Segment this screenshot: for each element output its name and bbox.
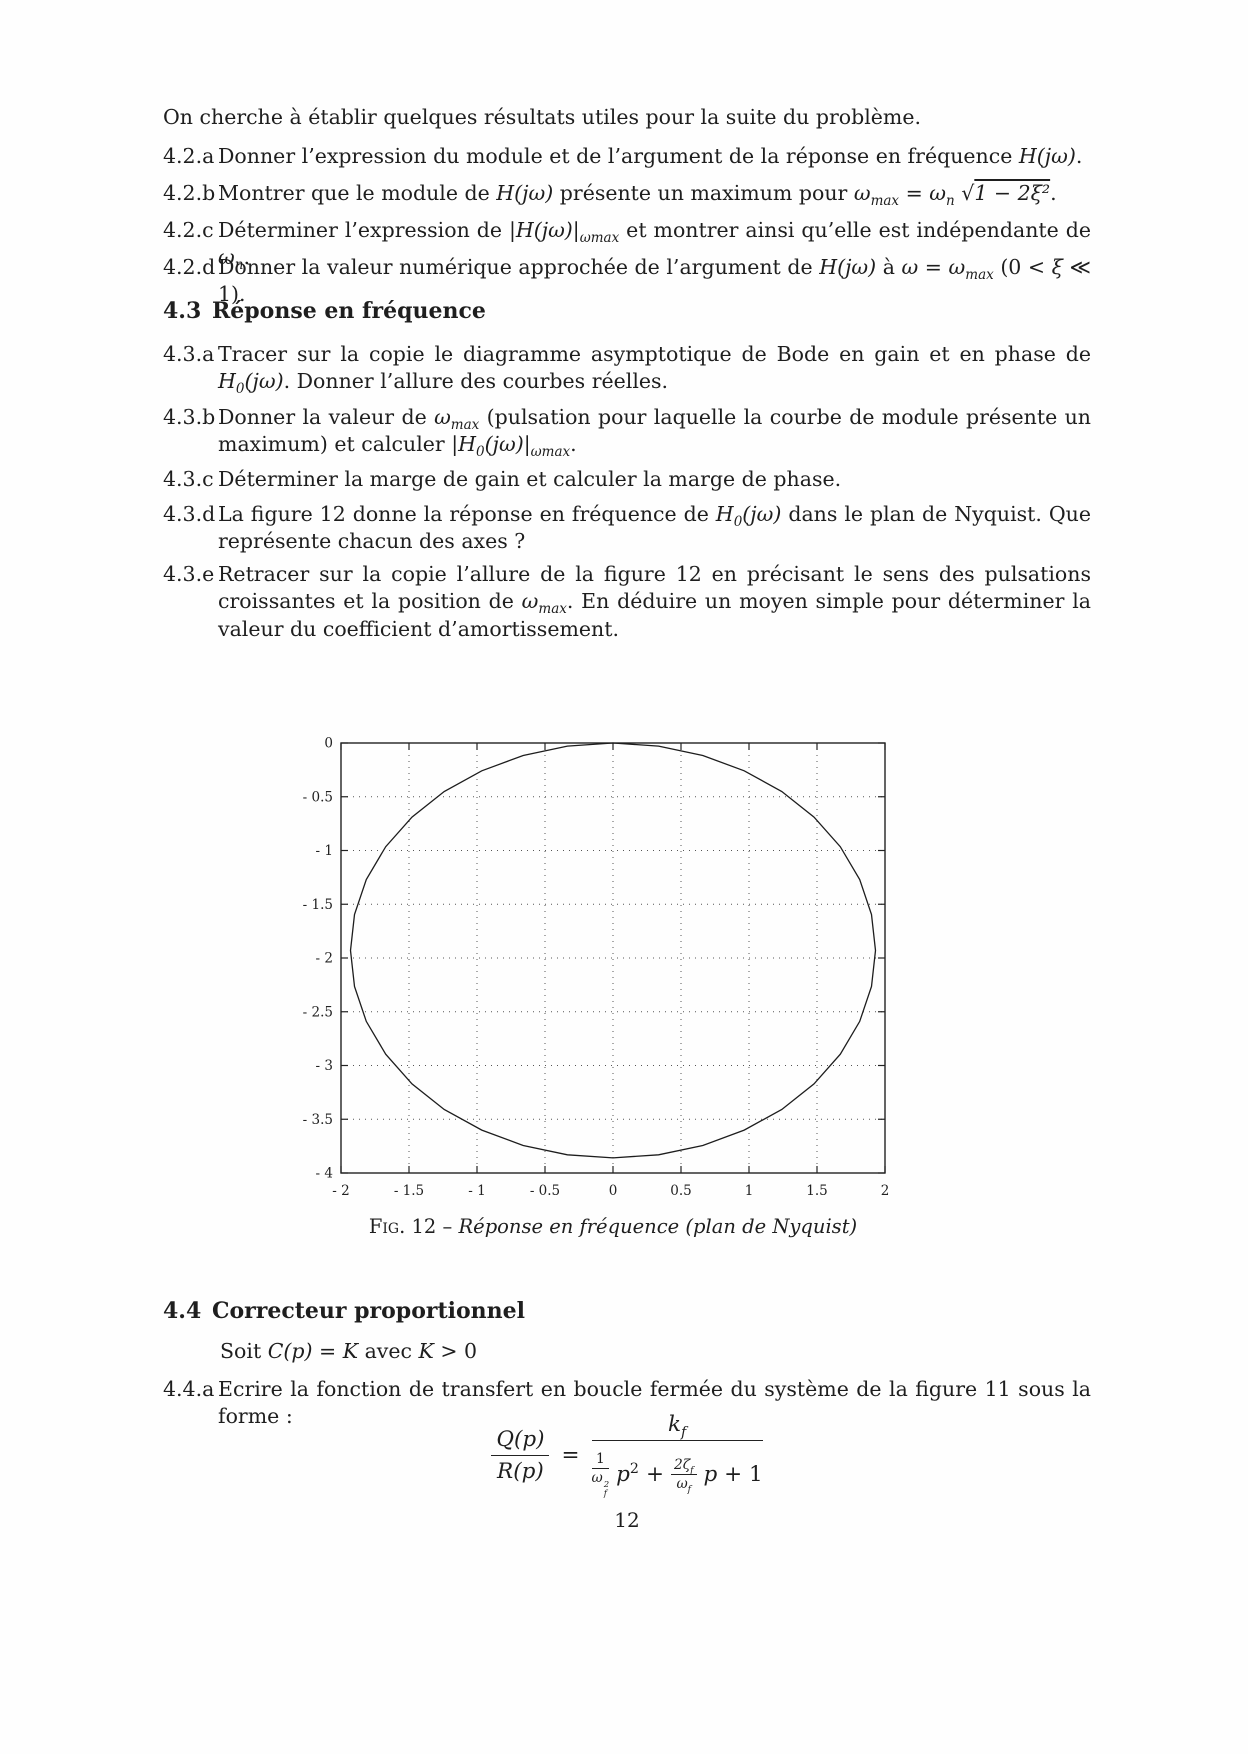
svg-text:- 1.5: - 1.5 <box>303 897 333 913</box>
question-text: Déterminer l’expression de |H(jω)|ωmax e… <box>218 218 1092 274</box>
question-text: Montrer que le module de H(jω) présente … <box>218 181 1057 210</box>
svg-text:- 4: - 4 <box>316 1166 333 1182</box>
question-text: Ecrire la fonction de transfert en boucl… <box>218 1377 1091 1429</box>
soit-text: Soit C(p) = K avec K > 0 <box>220 1339 478 1363</box>
term-p-squared: p2 <box>616 1461 639 1488</box>
soit-line: Soit C(p) = K avec K > 0 <box>163 1338 1148 1365</box>
svg-text:- 3.5: - 3.5 <box>303 1112 333 1128</box>
nyquist-figure: - 2 - 1.5 - 1 - 0.5 0 0.5 1 1.5 2 0 - 0.5 - 1 - 1.5 -… <box>289 736 890 1239</box>
question-4-2-d: 4.2.d Donner la valeur numérique approch… <box>163 254 1091 309</box>
question-label: 4.3.c <box>163 467 214 491</box>
svg-text:1: 1 <box>745 1183 754 1199</box>
svg-text:2: 2 <box>881 1183 889 1199</box>
question-4-2-c: 4.2.c Déterminer l’expression de |H(jω)|… <box>163 217 1091 272</box>
svg-text:- 1: - 1 <box>316 843 333 859</box>
question-4-3-a: 4.3.a Tracer sur la copie le diagramme a… <box>163 341 1091 396</box>
page-number: 12 <box>614 1508 640 1532</box>
figure-caption: Fig. 12 – Réponse en fréquence (plan de … <box>341 1215 885 1238</box>
svg-text:1.5: 1.5 <box>806 1183 827 1199</box>
svg-text:- 2: - 2 <box>332 1183 349 1199</box>
caption-title: Réponse en fréquence (plan de Nyquist) <box>458 1215 858 1238</box>
question-label: 4.3.a <box>163 342 215 366</box>
question-text: Tracer sur la copie le diagramme asympto… <box>218 342 1091 398</box>
intro-text: On cherche à établir quelques résultats … <box>163 105 921 129</box>
svg-text:- 3: - 3 <box>316 1058 333 1074</box>
section-number: 4.3 <box>163 298 202 324</box>
fraction-lhs: Q(p) R(p) <box>491 1427 550 1484</box>
svg-text:0: 0 <box>609 1183 618 1199</box>
plus-sign: + <box>645 1462 664 1488</box>
section-title: Réponse en fréquence <box>212 298 486 324</box>
question-label: 4.2.a <box>163 144 215 168</box>
section-number: 4.4 <box>163 1298 202 1324</box>
question-4-3-c: 4.3.c Déterminer la marge de gain et cal… <box>163 466 1091 493</box>
question-text: Déterminer la marge de gain et calculer … <box>218 467 842 491</box>
question-4-3-b: 4.3.b Donner la valeur de ωmax (pulsatio… <box>163 404 1091 459</box>
question-label: 4.3.e <box>163 562 215 586</box>
svg-text:- 2: - 2 <box>316 951 333 967</box>
nyquist-chart: - 2 - 1.5 - 1 - 0.5 0 0.5 1 1.5 2 0 - 0.5 - 1 - 1.5 -… <box>303 736 890 1200</box>
question-4-4-a: 4.4.a Ecrire la fonction de transfert en… <box>163 1376 1091 1431</box>
svg-text:0.5: 0.5 <box>670 1183 691 1199</box>
rhs-numerator: kf <box>591 1412 763 1441</box>
svg-text:0: 0 <box>324 737 333 752</box>
question-label: 4.2.d <box>163 255 216 279</box>
svg-text:- 1: - 1 <box>468 1183 485 1199</box>
svg-text:- 0.5: - 0.5 <box>530 1183 560 1199</box>
question-label: 4.2.b <box>163 181 216 205</box>
question-label: 4.4.a <box>163 1377 215 1401</box>
question-text: Retracer sur la copie l’allure de la fig… <box>218 562 1091 641</box>
lhs-numerator: Q(p) <box>491 1427 550 1456</box>
svg-text:- 2.5: - 2.5 <box>303 1004 333 1020</box>
svg-text:- 1.5: - 1.5 <box>394 1183 424 1199</box>
question-text: Donner la valeur numérique approchée de … <box>218 255 1091 307</box>
svg-text:- 0.5: - 0.5 <box>303 789 333 805</box>
intro-paragraph: On cherche à établir quelques résultats … <box>163 104 1091 131</box>
section-title: Correcteur proportionnel <box>212 1298 525 1324</box>
lhs-denominator: R(p) <box>497 1458 544 1484</box>
question-label: 4.3.b <box>163 405 216 429</box>
caption-number: 12 – <box>405 1215 459 1238</box>
question-label: 4.3.d <box>163 502 216 526</box>
question-text: La figure 12 donne la réponse en fréquen… <box>218 502 1091 554</box>
section-heading-4-4: 4.4 Correcteur proportionnel <box>163 1297 1091 1326</box>
term-2zeta-over-omega: 2ζf ωf <box>670 1457 697 1495</box>
term-p-plus-one: p + 1 <box>703 1462 763 1488</box>
question-text: Donner l’expression du module et de l’ar… <box>218 144 1083 168</box>
question-4-3-e: 4.3.e Retracer sur la copie l’allure de … <box>163 561 1091 643</box>
question-label: 4.2.c <box>163 218 214 242</box>
question-4-2-b: 4.2.b Montrer que le module de H(jω) pré… <box>163 180 1091 210</box>
caption-label: Fig. <box>368 1215 406 1238</box>
question-4-2-a: 4.2.a Donner l’expression du module et d… <box>163 143 1091 170</box>
question-text: Donner la valeur de ωmax (pulsation pour… <box>218 405 1091 461</box>
equals-sign: = <box>561 1442 580 1468</box>
section-heading-4-3: 4.3 Réponse en fréquence <box>163 297 1091 326</box>
question-4-3-d: 4.3.d La figure 12 donne la réponse en f… <box>163 501 1091 556</box>
